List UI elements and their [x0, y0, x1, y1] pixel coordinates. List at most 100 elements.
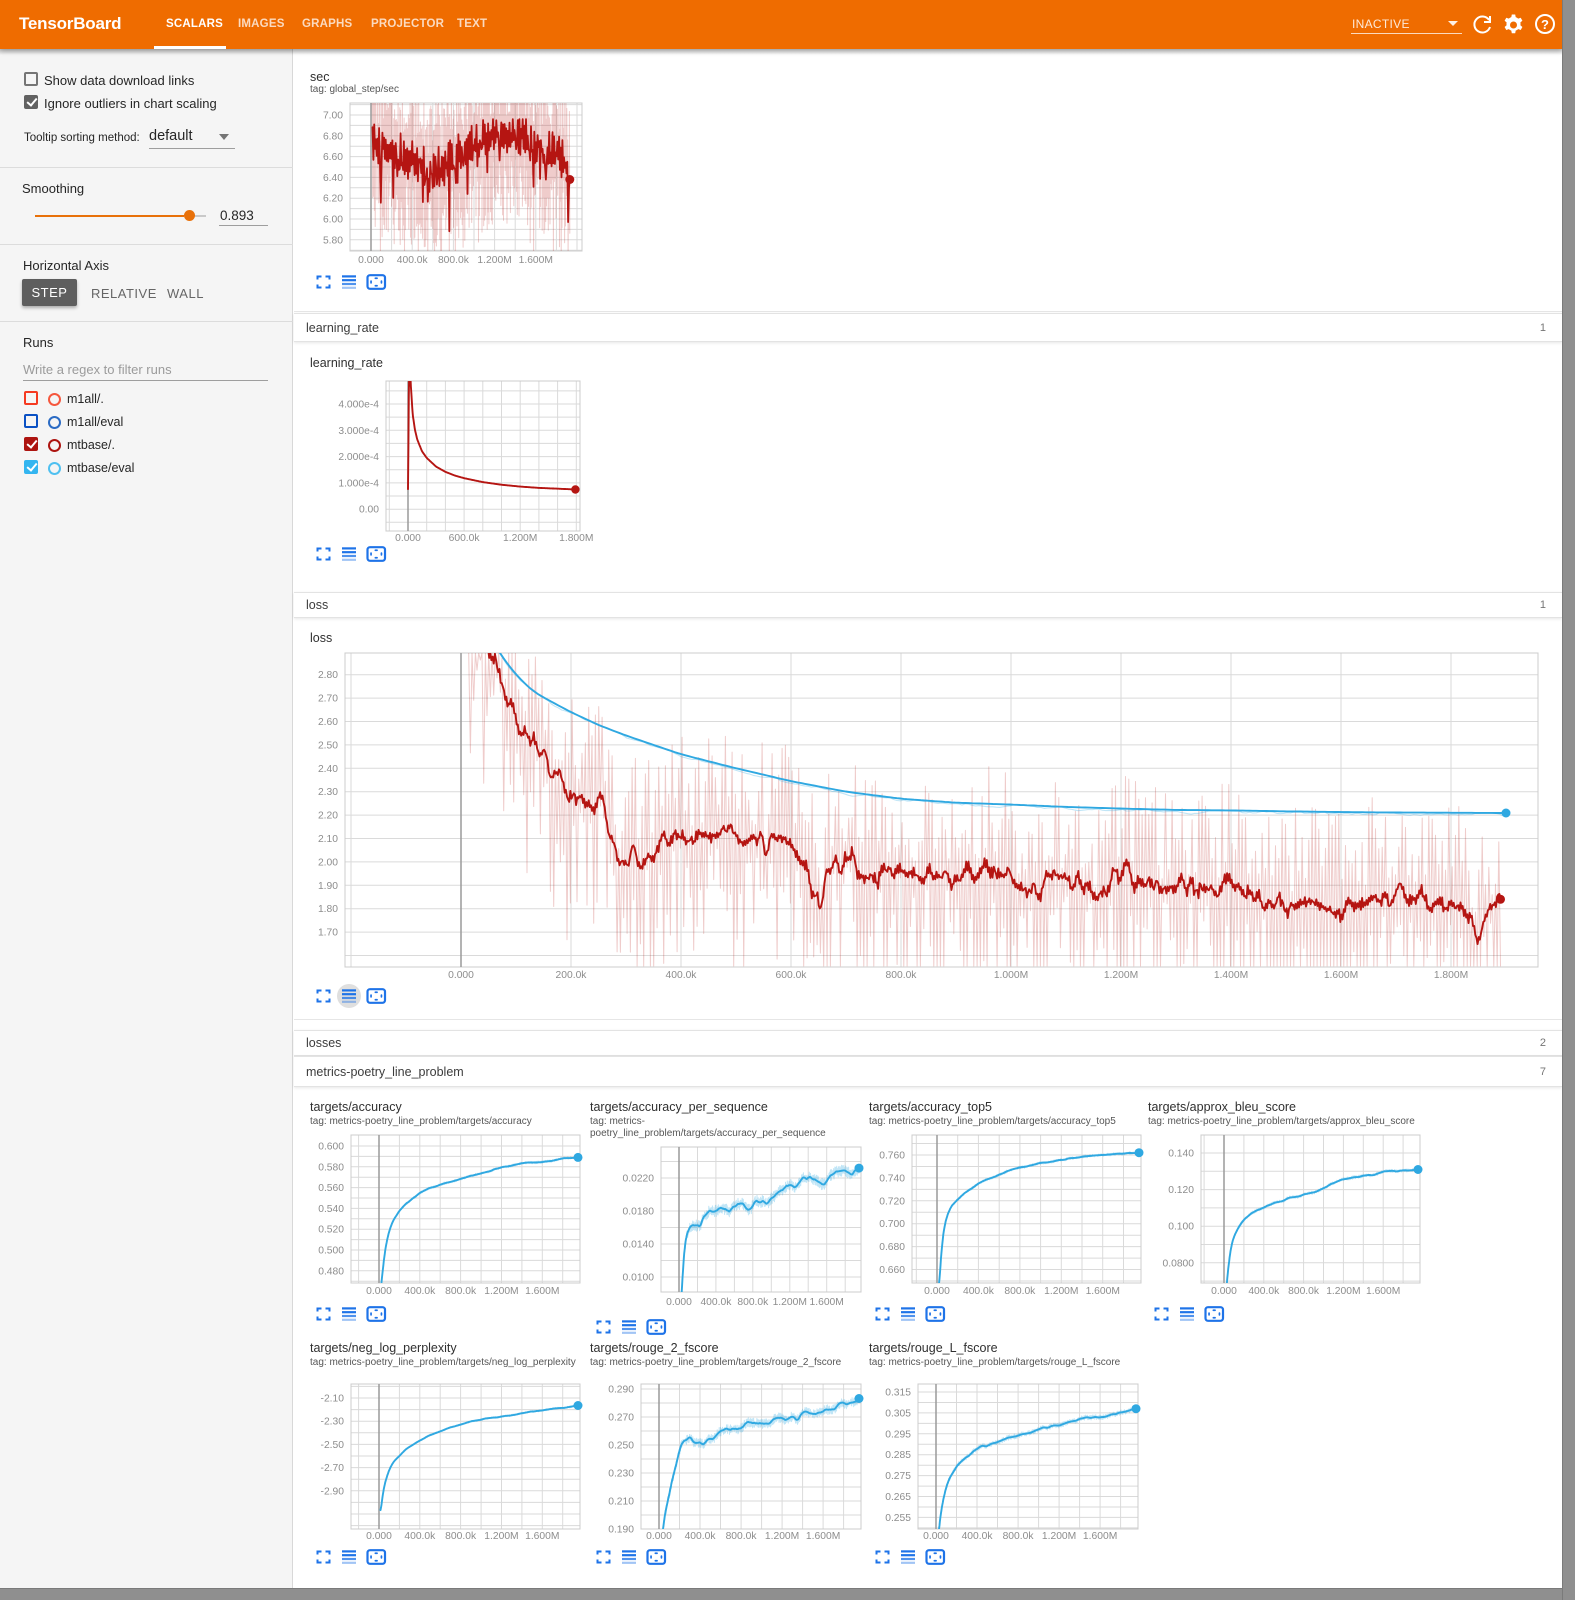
svg-text:0.740: 0.740	[879, 1173, 905, 1184]
svg-text:-2.10: -2.10	[321, 1394, 345, 1405]
svg-text:0.265: 0.265	[885, 1492, 911, 1503]
svg-text:0.0140: 0.0140	[623, 1240, 655, 1251]
svg-text:0.290: 0.290	[608, 1385, 634, 1396]
svg-text:0.140: 0.140	[1168, 1149, 1194, 1160]
svg-text:0.000: 0.000	[646, 1531, 672, 1542]
svg-text:0.0180: 0.0180	[623, 1207, 655, 1218]
svg-text:2.70: 2.70	[318, 694, 338, 705]
svg-text:400.0k: 400.0k	[404, 1286, 436, 1297]
svg-text:0.00: 0.00	[359, 505, 379, 516]
svg-text:800.0k: 800.0k	[1003, 1531, 1035, 1542]
svg-text:1.400M: 1.400M	[1214, 970, 1248, 981]
svg-text:0.580: 0.580	[318, 1162, 344, 1173]
svg-text:6.20: 6.20	[323, 194, 343, 205]
svg-text:2.10: 2.10	[318, 834, 338, 845]
svg-text:2.50: 2.50	[318, 740, 338, 751]
svg-text:0.000: 0.000	[666, 1297, 692, 1308]
svg-text:0.100: 0.100	[1168, 1222, 1194, 1233]
svg-text:6.40: 6.40	[323, 173, 343, 184]
svg-text:400.0k: 400.0k	[1248, 1286, 1280, 1297]
svg-text:800.0k: 800.0k	[886, 970, 918, 981]
svg-text:4.000e-4: 4.000e-4	[338, 400, 379, 411]
svg-text:0.230: 0.230	[608, 1469, 634, 1480]
svg-text:0.210: 0.210	[608, 1497, 634, 1508]
svg-text:0.540: 0.540	[318, 1204, 344, 1215]
svg-text:1.600M: 1.600M	[1086, 1286, 1120, 1297]
svg-text:800.0k: 800.0k	[1288, 1286, 1320, 1297]
svg-text:0.480: 0.480	[318, 1266, 344, 1277]
svg-text:0.255: 0.255	[885, 1513, 911, 1524]
svg-text:-2.30: -2.30	[321, 1417, 345, 1428]
svg-text:6.80: 6.80	[323, 131, 343, 142]
svg-text:0.720: 0.720	[879, 1196, 905, 1207]
svg-text:0.000: 0.000	[923, 1531, 949, 1542]
svg-text:1.90: 1.90	[318, 881, 338, 892]
svg-text:1.200M: 1.200M	[484, 1531, 518, 1542]
svg-text:0.000: 0.000	[1211, 1286, 1237, 1297]
svg-text:-2.50: -2.50	[321, 1440, 345, 1451]
svg-text:0.305: 0.305	[885, 1408, 911, 1419]
svg-text:1.70: 1.70	[318, 928, 338, 939]
svg-text:0.000: 0.000	[924, 1286, 950, 1297]
svg-text:400.0k: 400.0k	[700, 1297, 732, 1308]
svg-text:7.00: 7.00	[323, 111, 343, 122]
svg-text:0.000: 0.000	[358, 255, 384, 266]
svg-text:0.0220: 0.0220	[623, 1174, 655, 1185]
svg-text:1.200M: 1.200M	[773, 1297, 807, 1308]
svg-text:800.0k: 800.0k	[445, 1286, 477, 1297]
svg-text:0.500: 0.500	[318, 1246, 344, 1257]
svg-text:5.80: 5.80	[323, 235, 343, 246]
svg-text:1.000M: 1.000M	[994, 970, 1028, 981]
svg-text:0.0800: 0.0800	[1163, 1258, 1195, 1269]
svg-text:400.0k: 400.0k	[666, 970, 698, 981]
svg-text:2.80: 2.80	[318, 670, 338, 681]
svg-text:0.275: 0.275	[885, 1471, 911, 1482]
svg-text:0.000: 0.000	[448, 970, 474, 981]
svg-text:0.000: 0.000	[366, 1531, 392, 1542]
svg-text:1.200M: 1.200M	[765, 1531, 799, 1542]
svg-text:1.200M: 1.200M	[477, 255, 511, 266]
svg-text:2.20: 2.20	[318, 811, 338, 822]
svg-text:1.800M: 1.800M	[1434, 970, 1468, 981]
svg-text:0.295: 0.295	[885, 1429, 911, 1440]
svg-text:600.0k: 600.0k	[776, 970, 808, 981]
svg-text:-2.70: -2.70	[321, 1463, 345, 1474]
svg-text:0.270: 0.270	[608, 1413, 634, 1424]
svg-text:1.200M: 1.200M	[484, 1286, 518, 1297]
svg-text:0.285: 0.285	[885, 1450, 911, 1461]
svg-text:1.600M: 1.600M	[1083, 1531, 1117, 1542]
svg-text:800.0k: 800.0k	[1004, 1286, 1036, 1297]
svg-text:0.600: 0.600	[318, 1142, 344, 1153]
svg-text:200.0k: 200.0k	[556, 970, 588, 981]
svg-text:0.680: 0.680	[879, 1242, 905, 1253]
svg-text:2.30: 2.30	[318, 787, 338, 798]
svg-text:0.190: 0.190	[608, 1525, 634, 1536]
svg-text:0.700: 0.700	[879, 1219, 905, 1230]
svg-text:800.0k: 800.0k	[438, 255, 470, 266]
svg-text:0.120: 0.120	[1168, 1185, 1194, 1196]
svg-text:?: ?	[1541, 17, 1549, 32]
svg-text:1.600M: 1.600M	[525, 1531, 559, 1542]
svg-text:6.60: 6.60	[323, 152, 343, 163]
svg-text:1.600M: 1.600M	[806, 1531, 840, 1542]
svg-text:1.200M: 1.200M	[1104, 970, 1138, 981]
svg-text:2.40: 2.40	[318, 764, 338, 775]
svg-text:0.760: 0.760	[879, 1151, 905, 1162]
svg-text:800.0k: 800.0k	[726, 1531, 758, 1542]
svg-text:-2.90: -2.90	[321, 1486, 345, 1497]
svg-text:1.600M: 1.600M	[525, 1286, 559, 1297]
svg-text:3.000e-4: 3.000e-4	[338, 426, 379, 437]
svg-text:0.250: 0.250	[608, 1441, 634, 1452]
svg-text:0.0100: 0.0100	[623, 1273, 655, 1284]
svg-text:1.800M: 1.800M	[559, 533, 593, 544]
svg-text:800.0k: 800.0k	[737, 1297, 769, 1308]
svg-text:400.0k: 400.0k	[404, 1531, 436, 1542]
svg-text:1.200M: 1.200M	[1042, 1531, 1076, 1542]
svg-text:1.600M: 1.600M	[810, 1297, 844, 1308]
svg-text:800.0k: 800.0k	[445, 1531, 477, 1542]
svg-text:400.0k: 400.0k	[397, 255, 429, 266]
svg-text:400.0k: 400.0k	[685, 1531, 717, 1542]
svg-text:0.000: 0.000	[366, 1286, 392, 1297]
svg-text:2.00: 2.00	[318, 857, 338, 868]
svg-text:1.80: 1.80	[318, 904, 338, 915]
